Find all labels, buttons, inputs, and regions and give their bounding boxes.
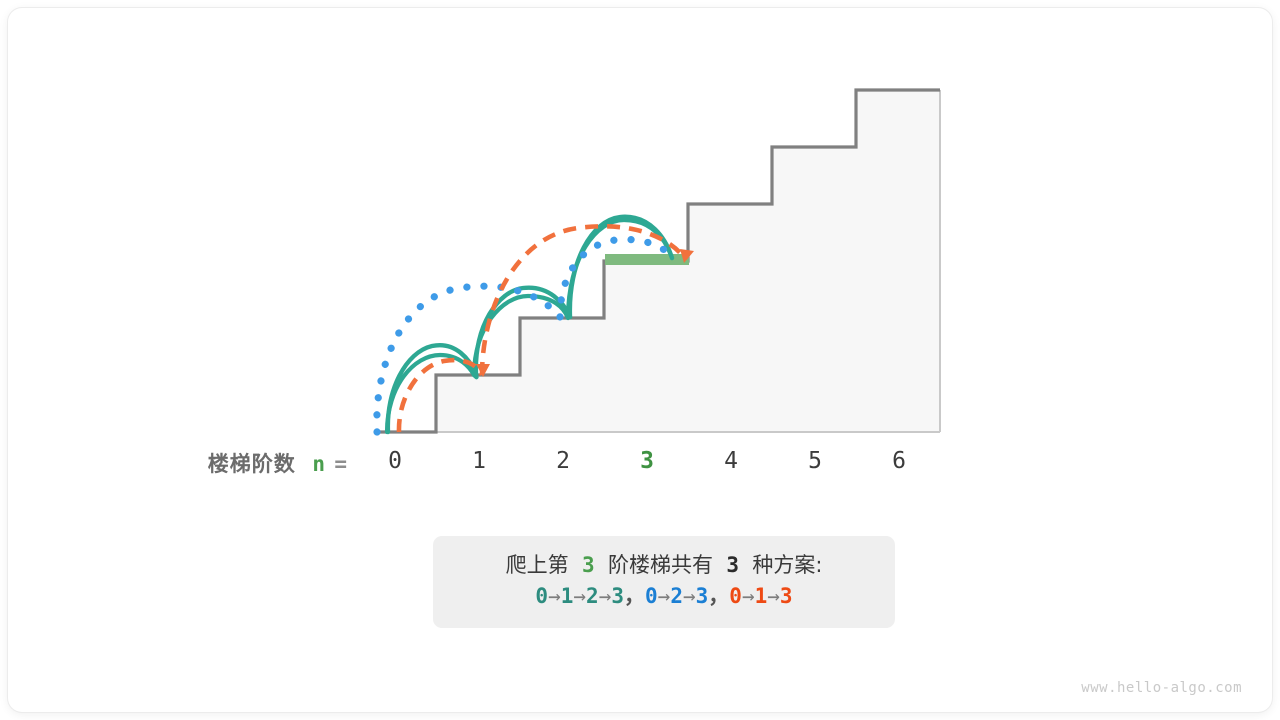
path1-arrow-2: →: [573, 584, 587, 608]
axis-tick-5: 5: [808, 448, 822, 474]
axis-title-text: 楼梯阶数: [207, 452, 296, 476]
axis-tick-6: 6: [892, 448, 906, 474]
path3-node-1: 1: [754, 584, 768, 608]
path1-node-2: 2: [586, 584, 599, 608]
axis-variable-name: n: [312, 452, 327, 476]
path3-node-0: 0: [729, 584, 742, 608]
caption-text-part2: 阶楼梯共有: [607, 553, 713, 577]
path-dashed-orange: [396, 224, 688, 433]
caption-text-part3: 种方案:: [752, 553, 823, 577]
caption-box: 爬上第 3 阶楼梯共有 3 种方案: 0→1→2→3，0→2→3，0→1→3: [433, 536, 895, 628]
caption-separator-2: ，: [708, 584, 730, 608]
path1-node-1: 1: [560, 584, 574, 608]
orange-arrowhead-step1: [476, 364, 490, 377]
caption-line-1: 爬上第 3 阶楼梯共有 3 种方案:: [433, 550, 895, 580]
axis-tick-2: 2: [556, 448, 570, 474]
path2-node-1: 2: [670, 584, 683, 608]
watermark: www.hello-algo.com: [1081, 680, 1242, 696]
path2-node-0: 0: [645, 584, 658, 608]
path3-node-2: 3: [779, 584, 793, 608]
axis-tick-3: 3: [640, 448, 654, 474]
path-dotted-blue: [373, 235, 678, 436]
axis-tick-4: 4: [724, 448, 738, 474]
orange-arrowhead-step3: [680, 249, 694, 263]
caption-step-number: 3: [581, 553, 595, 577]
axis-equals-sign: =: [334, 452, 348, 476]
staircase-diagram: [373, 88, 941, 436]
caption-separator-1: ，: [624, 584, 646, 608]
path1-arrow-1: →: [548, 584, 561, 608]
caption-line-2: 0→1→2→3，0→2→3，0→1→3: [433, 580, 895, 612]
path3-arrow-1: →: [741, 584, 755, 608]
path2-arrow-2: →: [682, 584, 696, 608]
figure-card: 楼梯阶数 n = 0 1 2 3 4 5 6 爬上第 3 阶楼梯共有 3 种方案…: [8, 8, 1272, 712]
axis-title: 楼梯阶数 n =: [168, 448, 348, 478]
axis-tick-0: 0: [388, 448, 402, 474]
axis-tick-1: 1: [472, 448, 486, 474]
path2-arrow-1: →: [657, 584, 671, 608]
path1-node-3: 3: [611, 584, 625, 608]
path1-node-0: 0: [535, 584, 549, 608]
caption-text-part1: 爬上第: [505, 553, 569, 577]
path3-arrow-2: →: [767, 584, 780, 608]
path1-arrow-3: →: [598, 584, 612, 608]
caption-solution-count: 3: [726, 553, 739, 577]
path2-node-2: 3: [695, 584, 709, 608]
axis-row: 楼梯阶数 n = 0 1 2 3 4 5 6: [8, 448, 1272, 488]
target-step-highlight: [605, 254, 689, 265]
